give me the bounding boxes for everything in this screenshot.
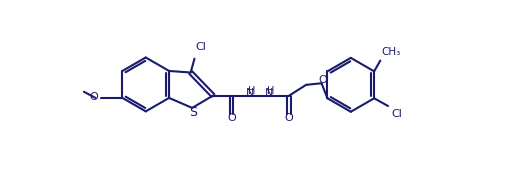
Text: O: O <box>227 113 236 123</box>
Text: H: H <box>248 86 255 96</box>
Text: O: O <box>285 113 294 123</box>
Text: Cl: Cl <box>391 109 402 119</box>
Text: N: N <box>265 88 273 98</box>
Text: O: O <box>90 92 99 102</box>
Text: O: O <box>319 75 327 85</box>
Text: N: N <box>246 88 254 98</box>
Text: CH₃: CH₃ <box>382 48 401 57</box>
Text: S: S <box>189 106 197 119</box>
Text: Cl: Cl <box>195 42 206 52</box>
Text: H: H <box>267 86 274 96</box>
